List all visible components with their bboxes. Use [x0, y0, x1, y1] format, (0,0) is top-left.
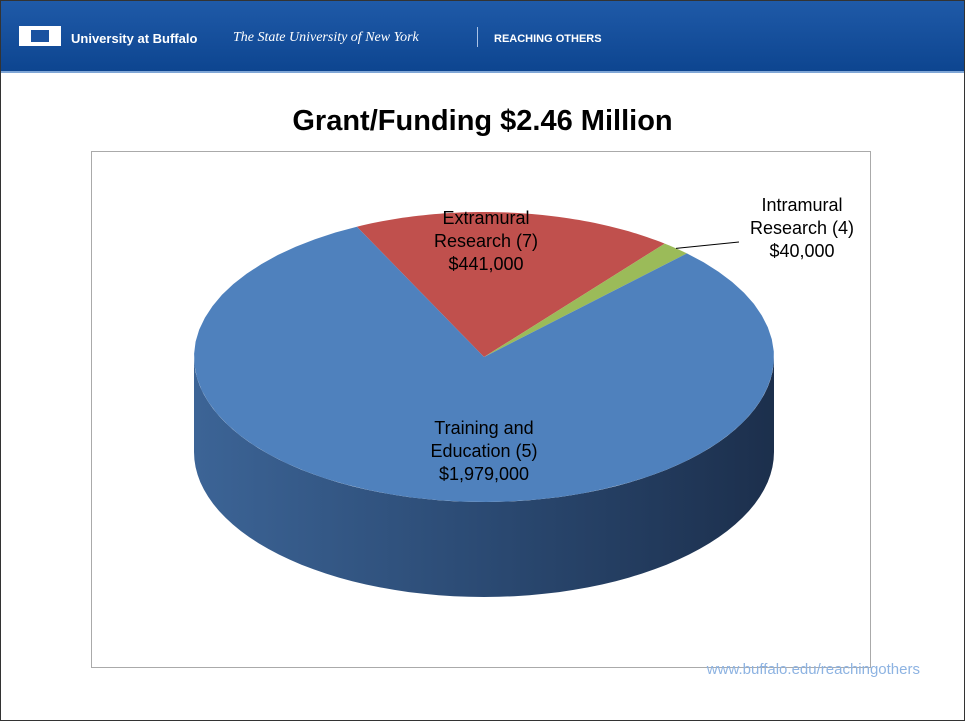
- system-name: The State University of New York: [233, 30, 419, 45]
- chart-title: Grant/Funding $2.46 Million: [292, 105, 673, 137]
- pie-side: [194, 357, 774, 597]
- university-name: University at Buffalo: [71, 31, 198, 46]
- separator: [477, 27, 478, 47]
- pie-slice: [484, 243, 687, 357]
- plot-area: Extramural Research (7) $441,000 Intramura…: [91, 151, 871, 668]
- slice-label: Extramural Research (7) $441,000: [421, 207, 551, 276]
- slice-value: $1,979,000: [438, 464, 530, 484]
- chart: [194, 212, 774, 597]
- slice-category: Intramural Research (4): [749, 195, 855, 238]
- footer-url: www.buffalo.edu/reachingothers: [706, 661, 920, 678]
- leader-line: [675, 241, 740, 249]
- slice-label: Intramural Research (4) $40,000: [737, 194, 867, 263]
- slice-label: Training and Education (5) $1,979,000: [419, 417, 549, 486]
- tagline: REACHING OTHERS: [494, 33, 602, 45]
- slice-value: $40,000: [769, 241, 835, 261]
- pie-slice: [194, 226, 774, 502]
- slice-category: Training and Education (5): [430, 418, 538, 461]
- pie-slice: [356, 212, 665, 357]
- logo: [19, 26, 61, 46]
- slice-category: Extramural Research (7): [433, 208, 539, 251]
- slice-value: $441,000: [448, 254, 524, 274]
- header-bar: University at Buffalo The State Universi…: [1, 1, 964, 73]
